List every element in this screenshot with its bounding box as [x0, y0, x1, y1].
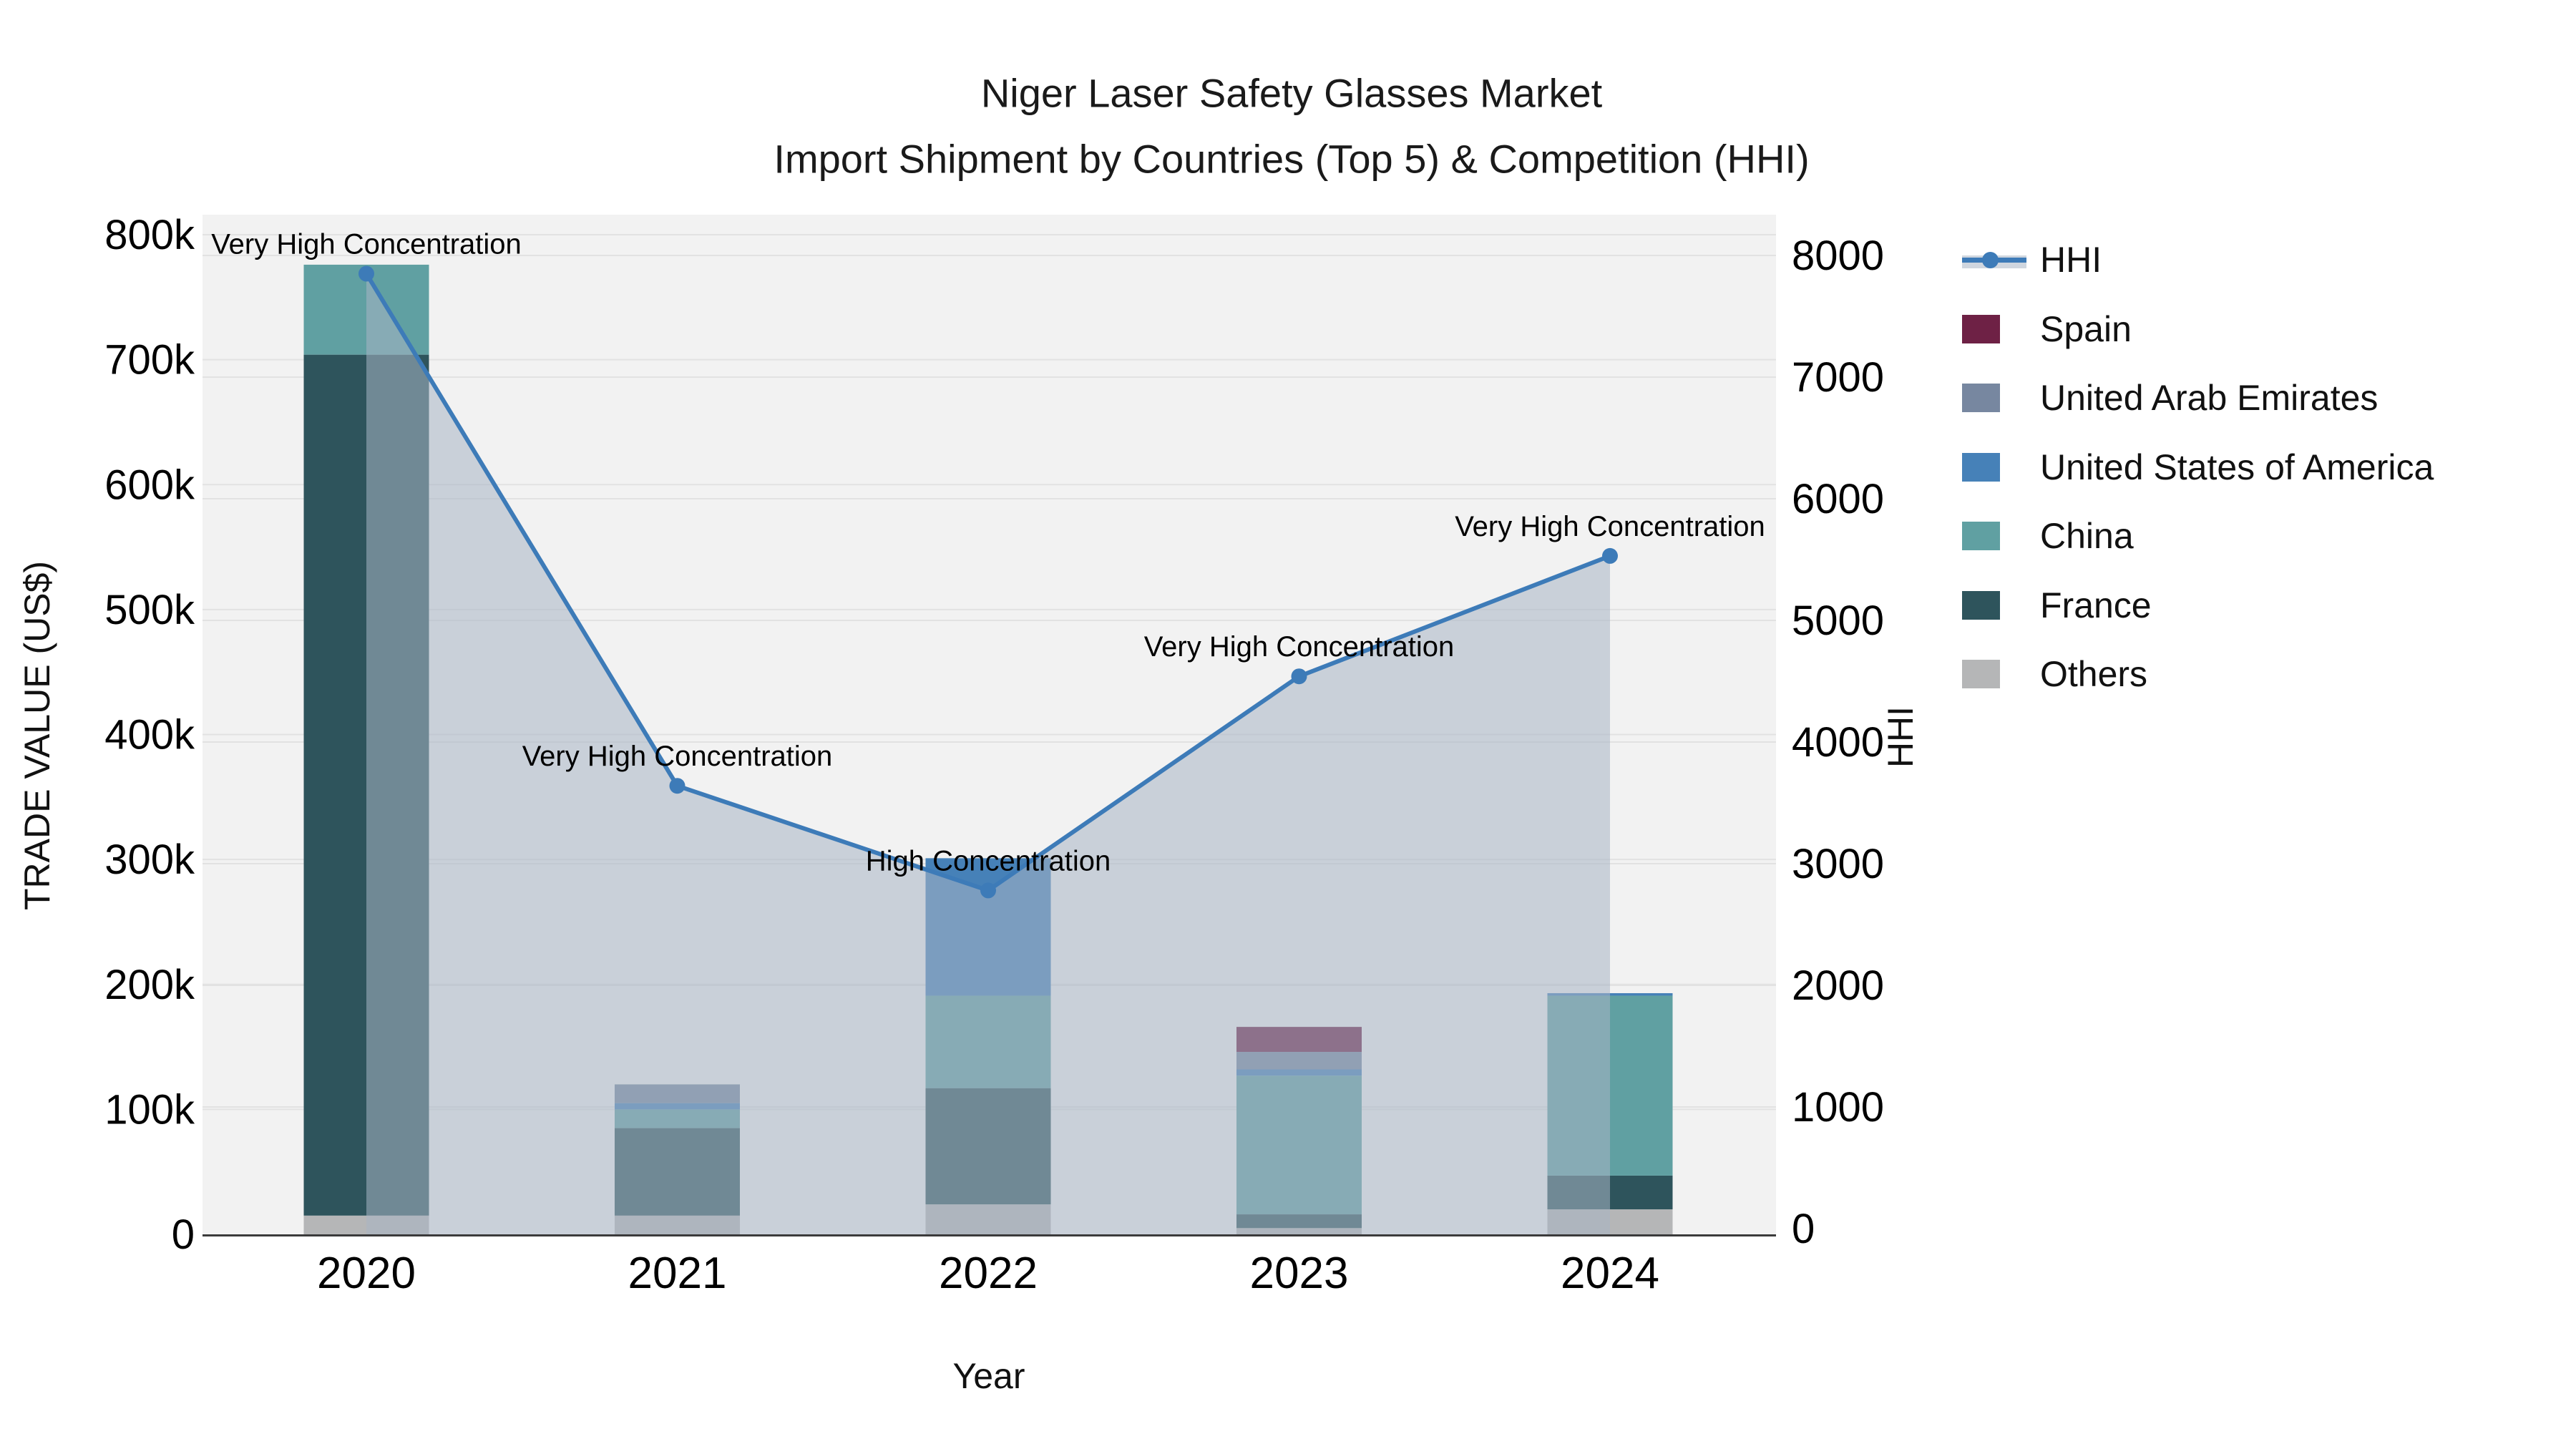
legend-label: United Arab Emirates [2040, 378, 2379, 418]
y-left-tick-100k: 100k [104, 1086, 195, 1133]
legend-label: Others [2040, 654, 2148, 694]
annotation-2023: Very High Concentration [1144, 631, 1455, 663]
legend-hhi-line-icon [1962, 245, 2026, 274]
annotation-2024: Very High Concentration [1455, 511, 1765, 542]
annotation-2020: Very High Concentration [211, 229, 522, 260]
annotation-2022: High Concentration [866, 845, 1111, 877]
hhi-marker-2020 [358, 265, 374, 282]
legend-item-united-states-of-america: United States of America [1962, 444, 2434, 490]
hhi-area-fill [366, 273, 1610, 1234]
x-tick-2020: 2020 [317, 1249, 416, 1298]
y-left-tick-300k: 300k [104, 836, 195, 883]
legend-swatch-icon [1962, 590, 2000, 620]
legend-item-others: Others [1962, 651, 2147, 697]
y-left-tick-800k: 800k [104, 212, 195, 258]
legend-swatch-icon [1962, 660, 2000, 688]
x-axis-title: Year [952, 1356, 1025, 1396]
y-left-tick-700k: 700k [104, 337, 195, 384]
y-left-tick-0: 0 [172, 1211, 195, 1258]
legend-label: China [2040, 516, 2134, 556]
legend-swatch-icon [1962, 452, 2000, 482]
legend-item-china: China [1962, 513, 2134, 559]
legend-item-spain: Spain [1962, 306, 2132, 352]
y-right-tick-4000: 4000 [1792, 719, 1884, 766]
y-right-tick-0: 0 [1792, 1206, 1815, 1252]
legend-swatch-icon [1962, 314, 2000, 343]
x-tick-2022: 2022 [939, 1249, 1038, 1298]
chart-title-line1: Niger Laser Safety Glasses Market [980, 70, 1603, 116]
y-right-tick-1000: 1000 [1792, 1084, 1884, 1131]
y-right-tick-5000: 5000 [1792, 597, 1884, 644]
hhi-marker-2022 [980, 882, 996, 899]
hhi-marker-2024 [1602, 547, 1618, 564]
y-right-tick-2000: 2000 [1792, 962, 1884, 1009]
y-right-tick-7000: 7000 [1792, 354, 1884, 401]
y-right-tick-8000: 8000 [1792, 233, 1884, 279]
y-right-tick-3000: 3000 [1792, 841, 1884, 887]
y-left-tick-200k: 200k [104, 962, 195, 1008]
legend-item-united-arab-emirates: United Arab Emirates [1962, 375, 2378, 421]
legend-item-france: France [1962, 582, 2152, 628]
y-right-tick-6000: 6000 [1792, 476, 1884, 522]
chart-title-line2: Import Shipment by Countries (Top 5) & C… [774, 136, 1810, 182]
y-left-axis-title: TRADE VALUE (US$) [17, 560, 57, 911]
annotation-2021: Very High Concentration [522, 741, 833, 772]
y-right-axis-title: HHI [1880, 706, 1921, 769]
legend-swatch-icon [1962, 384, 2000, 412]
x-tick-2024: 2024 [1561, 1249, 1659, 1298]
legend-label: France [2040, 585, 2152, 625]
y-left-tick-400k: 400k [104, 712, 195, 758]
legend-label: United States of America [2040, 447, 2434, 487]
legend-swatch-icon [1962, 522, 2000, 550]
x-tick-2021: 2021 [628, 1249, 727, 1298]
legend-label: Spain [2040, 308, 2132, 349]
hhi-marker-2023 [1291, 668, 1307, 685]
y-left-tick-500k: 500k [104, 587, 195, 633]
legend-label: HHI [2040, 240, 2102, 280]
x-tick-2023: 2023 [1250, 1249, 1349, 1298]
y-left-tick-600k: 600k [104, 462, 195, 508]
hhi-marker-2021 [669, 778, 686, 794]
legend-item-hhi: HHI [1962, 237, 2102, 283]
